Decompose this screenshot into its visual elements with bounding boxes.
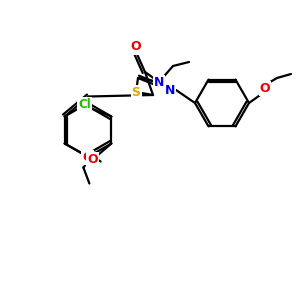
Text: N: N <box>154 76 164 88</box>
Text: O: O <box>87 153 98 166</box>
Text: O: O <box>131 40 141 53</box>
Text: S: S <box>131 85 140 98</box>
Text: O: O <box>82 151 93 164</box>
Text: Cl: Cl <box>78 98 91 111</box>
Text: O: O <box>260 82 270 94</box>
Text: N: N <box>165 85 175 98</box>
